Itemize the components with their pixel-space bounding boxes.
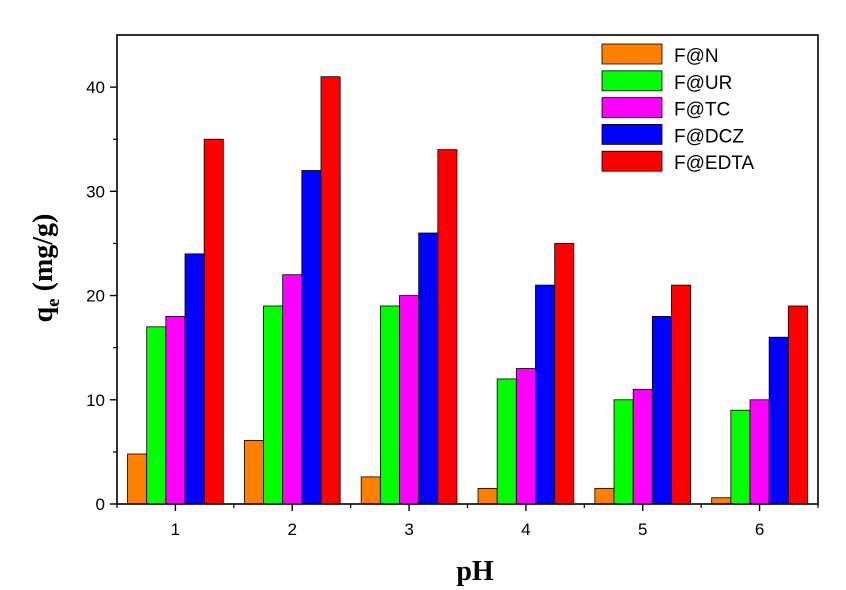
bar-f-tc-ph-1: [165, 315, 186, 505]
bar-f-dcz-ph-2: [301, 170, 322, 505]
bar-f-ur-ph-5: [613, 399, 634, 505]
bar-f-edta-ph-4: [554, 243, 575, 505]
x-tick-label: 1: [171, 520, 180, 539]
y-tick-label: 10: [86, 391, 105, 410]
bar-f-ur-ph-4: [496, 378, 517, 505]
bar-f-ur-ph-3: [379, 305, 400, 505]
legend-swatch: [601, 150, 663, 172]
legend-label: F@UR: [674, 73, 732, 94]
bar-f-n-ph-2: [243, 440, 264, 505]
bar-f-edta-ph-3: [437, 149, 458, 505]
x-tick-label: 3: [404, 520, 413, 539]
x-tick-label: 6: [755, 520, 764, 539]
bar-f-dcz-ph-1: [184, 253, 205, 505]
y-axis-title-unit: (mg/g): [28, 214, 59, 299]
bar-f-edta-ph-2: [320, 76, 341, 505]
x-tick-label: 2: [288, 520, 297, 539]
bars-group: [127, 76, 808, 505]
bar-f-n-ph-6: [711, 497, 732, 505]
y-tick-label: 40: [86, 78, 105, 97]
bar-f-tc-ph-4: [515, 368, 536, 505]
y-tick-label: 30: [86, 182, 105, 201]
bar-f-tc-ph-5: [632, 388, 653, 505]
x-axis-title: pH: [456, 556, 494, 587]
bar-f-dcz-ph-3: [418, 232, 439, 505]
x-tick-label: 4: [521, 520, 530, 539]
legend-label: F@N: [674, 46, 719, 67]
bar-f-tc-ph-3: [399, 295, 420, 505]
y-axis-title-subscript: e: [43, 298, 64, 306]
bar-f-dcz-ph-5: [651, 315, 672, 505]
bar-f-n-ph-1: [127, 453, 148, 505]
legend-label: F@TC: [674, 100, 730, 121]
bar-f-n-ph-5: [594, 487, 615, 505]
bar-f-n-ph-3: [360, 476, 381, 505]
x-tick-label: 5: [638, 520, 647, 539]
bar-f-ur-ph-2: [263, 305, 284, 505]
legend-swatch: [601, 70, 663, 92]
bar-f-dcz-ph-6: [768, 336, 789, 505]
bar-f-ur-ph-6: [730, 409, 751, 505]
bar-f-edta-ph-6: [787, 305, 808, 505]
y-tick-label: 0: [96, 495, 105, 514]
y-tick-label: 20: [86, 287, 105, 306]
bar-f-n-ph-4: [477, 487, 498, 505]
y-axis-title: qe (mg/g): [28, 214, 64, 323]
legend: F@N F@UR F@TC F@DCZ F@EDTA: [601, 43, 754, 174]
legend-swatch: [601, 124, 663, 145]
bar-f-ur-ph-1: [146, 326, 167, 505]
bar-f-edta-ph-1: [203, 138, 224, 505]
bar-f-tc-ph-2: [282, 274, 303, 505]
legend-label: F@EDTA: [674, 153, 754, 174]
y-axis-title-main: q: [28, 306, 59, 322]
axes-group: 0 10 20 30 40 1 2 3 4 5 6: [86, 34, 819, 539]
bar-f-dcz-ph-4: [535, 284, 556, 505]
legend-swatch: [601, 97, 663, 118]
legend-swatch: [601, 43, 663, 65]
bar-f-tc-ph-6: [749, 399, 770, 505]
legend-label: F@DCZ: [674, 126, 744, 147]
bar-f-edta-ph-5: [671, 284, 692, 505]
